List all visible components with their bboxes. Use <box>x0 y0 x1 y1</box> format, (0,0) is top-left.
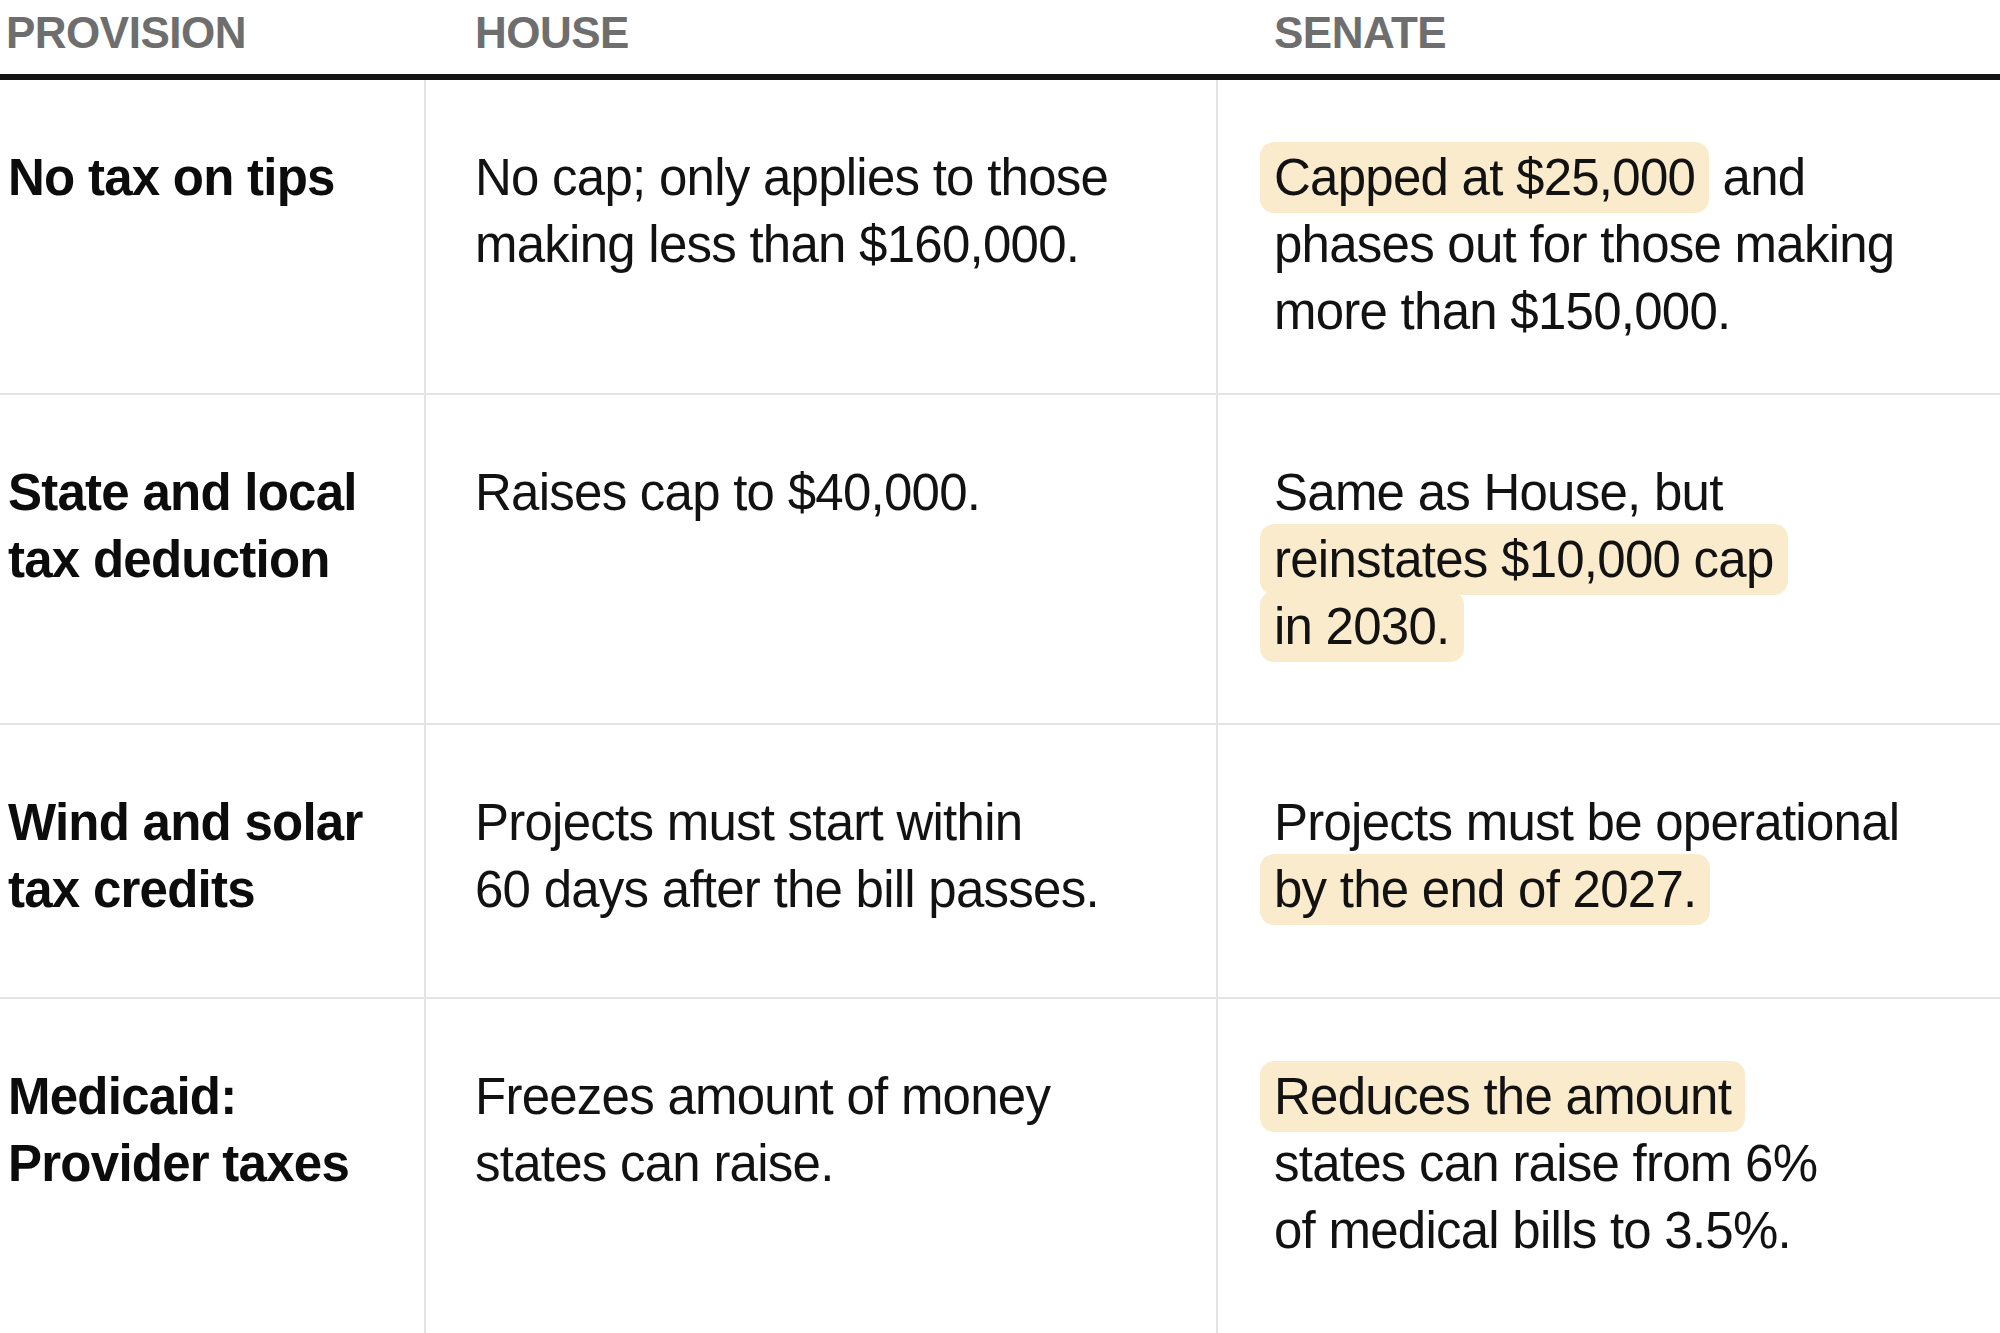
column-header-house: HOUSE <box>424 0 1216 74</box>
provision-cell: Medicaid: Provider taxes <box>0 999 424 1333</box>
column-header-provision: PROVISION <box>0 0 424 74</box>
senate-cell: Capped at $25,000 and phases out for tho… <box>1216 80 2000 393</box>
highlight-annotation: Reduces the amount <box>1260 1061 1745 1132</box>
highlight-annotation: reinstates $10,000 cap in 2030. <box>1260 524 1788 662</box>
table-body: No tax on tips No cap; only applies to t… <box>0 80 2000 1333</box>
highlight-annotation: by the end of 2027. <box>1260 854 1710 925</box>
senate-cell: Same as House, but reinstates $10,000 ca… <box>1216 395 2000 723</box>
provision-cell: No tax on tips <box>0 80 424 393</box>
table-row: Wind and solar tax credits Projects must… <box>0 723 2000 997</box>
house-cell: No cap; only applies to those making les… <box>424 80 1216 393</box>
column-header-senate: SENATE <box>1216 0 2000 74</box>
house-cell: Projects must start within 60 days after… <box>424 725 1216 997</box>
table-header: PROVISION HOUSE SENATE <box>0 0 2000 80</box>
senate-cell: Projects must be operational by the end … <box>1216 725 2000 997</box>
comparison-table: PROVISION HOUSE SENATE No tax on tips No… <box>0 0 2000 1333</box>
house-cell: Raises cap to $40,000. <box>424 395 1216 723</box>
text-segment: Projects must be operational <box>1274 794 1899 851</box>
text-segment: states can raise from 6% of medical bill… <box>1274 1135 1817 1259</box>
table-row: No tax on tips No cap; only applies to t… <box>0 80 2000 393</box>
provision-cell: Wind and solar tax credits <box>0 725 424 997</box>
table-row: State and local tax deduction Raises cap… <box>0 393 2000 723</box>
senate-cell: Reduces the amount states can raise from… <box>1216 999 2000 1333</box>
table-row: Medicaid: Provider taxes Freezes amount … <box>0 997 2000 1333</box>
provision-cell: State and local tax deduction <box>0 395 424 723</box>
text-segment: Same as House, but <box>1274 464 1723 521</box>
highlight-annotation: Capped at $25,000 <box>1260 142 1709 213</box>
house-cell: Freezes amount of money states can raise… <box>424 999 1216 1333</box>
